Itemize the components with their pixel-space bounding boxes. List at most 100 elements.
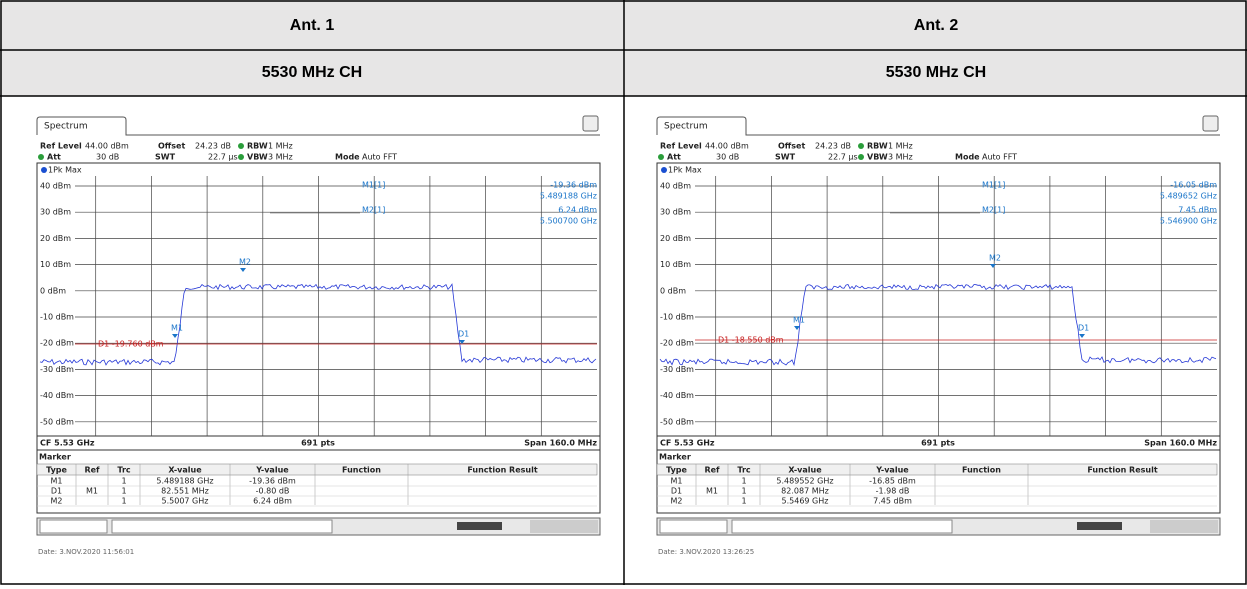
label: 30 dBm [40, 208, 71, 217]
label: 24.23 dB [815, 142, 851, 151]
label: 82.551 MHz [161, 487, 209, 496]
label: 22.7 µs [208, 153, 238, 162]
label: VBW [867, 153, 888, 162]
label: Ref Level [40, 142, 82, 151]
label: M2[1] [982, 206, 1005, 215]
label: Function Result [467, 466, 538, 475]
label: Y-value [255, 466, 289, 475]
label: M1 [706, 487, 718, 496]
label: -50 dBm [660, 417, 694, 426]
progress [457, 522, 502, 530]
label: 1 [121, 497, 126, 506]
label: 0 dBm [40, 286, 66, 295]
label: Att [47, 153, 61, 162]
label: Function [342, 466, 381, 475]
label: 30 dBm [660, 208, 691, 217]
label: 5.489552 GHz [776, 477, 833, 486]
label: 30 dB [96, 153, 119, 162]
label: M2 [51, 497, 63, 506]
header: Ant. 1 [290, 17, 335, 34]
label: -20 dBm [40, 339, 74, 348]
menu-icon [1202, 115, 1219, 132]
label: 7.45 dBm [873, 497, 912, 506]
label: 22.7 µs [828, 153, 858, 162]
progress [1077, 522, 1122, 530]
label: Mode [955, 153, 980, 162]
status-field [731, 519, 953, 534]
label: 1Pk Max [48, 166, 82, 175]
label: 10 dBm [660, 260, 691, 269]
label: 5.546900 GHz [1160, 217, 1217, 226]
label: M1[1] [982, 181, 1005, 190]
label: -10 dBm [660, 313, 694, 322]
channel: 5530 MHz CH [262, 64, 362, 81]
label: Spectrum [664, 122, 708, 132]
label: 5.500700 GHz [540, 217, 597, 226]
label: SWT [775, 153, 796, 162]
label: D1 [1078, 324, 1089, 333]
label: SWT [155, 153, 176, 162]
dot [858, 154, 864, 160]
label: 7.45 dBm [1178, 206, 1217, 215]
label: Function Result [1087, 466, 1158, 475]
label: Marker [659, 453, 691, 462]
label: RBW [247, 142, 268, 151]
dot [38, 154, 44, 160]
menu-icon [582, 115, 599, 132]
label: -40 dBm [660, 391, 694, 400]
marker [990, 264, 996, 268]
label: M2[1] [362, 206, 385, 215]
label: X-value [788, 466, 822, 475]
table-head [656, 463, 1218, 476]
label: -10 dBm [40, 313, 74, 322]
label: -1.98 dB [876, 487, 910, 496]
dot [238, 143, 244, 149]
label: -50 dBm [40, 417, 74, 426]
status-field [659, 519, 728, 534]
tab [36, 116, 600, 136]
label: 3 MHz [888, 153, 913, 162]
label: -20 dBm [660, 339, 694, 348]
marker [172, 334, 178, 338]
label: Auto FFT [362, 153, 397, 162]
label: 82.087 MHz [781, 487, 829, 496]
table-head [36, 463, 598, 476]
label: Span 160.0 MHz [524, 439, 597, 448]
label: 1Pk Max [668, 166, 702, 175]
label: -19.36 dBm [249, 477, 296, 486]
label: Date: 3.NOV.2020 13:26:25 [658, 548, 754, 556]
label: 44.00 dBm [85, 142, 129, 151]
label: 5.489652 GHz [1160, 192, 1217, 201]
label: M1 [671, 477, 683, 486]
status-field [111, 519, 333, 534]
label: -40 dBm [40, 391, 74, 400]
label: 20 dBm [40, 234, 71, 243]
label: M2 [239, 258, 251, 267]
dot [661, 167, 667, 173]
label: M1 [51, 477, 63, 486]
label: 24.23 dB [195, 142, 231, 151]
label: D1 [671, 487, 682, 496]
status-end [530, 520, 598, 533]
label: 10 dBm [40, 260, 71, 269]
label: -30 dBm [40, 365, 74, 374]
label: 1 MHz [888, 142, 913, 151]
header: Ant. 2 [914, 17, 959, 34]
label: D1 [458, 330, 469, 339]
label: D1 -19.760 dBm [98, 340, 164, 349]
label: 5.5469 GHz [782, 497, 829, 506]
label: 1 [741, 487, 746, 496]
label: M1 [86, 487, 98, 496]
label: Ref [704, 466, 720, 475]
label: Y-value [875, 466, 909, 475]
label: 691 pts [301, 439, 335, 448]
label: Type [46, 466, 67, 475]
marker [240, 268, 246, 272]
dot [658, 154, 664, 160]
label: Offset [158, 142, 185, 151]
marker [794, 326, 800, 330]
label: M1[1] [362, 181, 385, 190]
status-end [1150, 520, 1218, 533]
label: -0.80 dB [256, 487, 290, 496]
